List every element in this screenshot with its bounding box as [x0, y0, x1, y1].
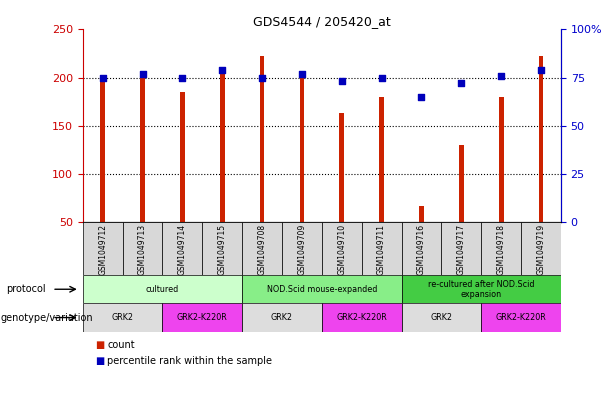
Text: GRK2: GRK2: [112, 313, 134, 322]
Bar: [282, 222, 322, 275]
Text: GSM1049708: GSM1049708: [257, 224, 267, 275]
Text: GSM1049715: GSM1049715: [218, 224, 227, 275]
Bar: [140, 77, 145, 222]
Text: count: count: [107, 340, 135, 351]
Text: GRK2: GRK2: [271, 313, 293, 322]
Bar: [459, 145, 463, 222]
Text: ■: ■: [95, 356, 104, 366]
Text: percentile rank within the sample: percentile rank within the sample: [107, 356, 272, 366]
Bar: [402, 222, 441, 275]
Point: [536, 67, 546, 73]
Text: NOD.Scid mouse-expanded: NOD.Scid mouse-expanded: [267, 285, 377, 294]
Bar: [481, 303, 561, 332]
Point: [297, 71, 307, 77]
Text: GSM1049718: GSM1049718: [497, 224, 506, 275]
Text: cultured: cultured: [146, 285, 179, 294]
Bar: [340, 113, 344, 222]
Text: ■: ■: [95, 340, 104, 351]
Bar: [83, 303, 162, 332]
Point: [497, 73, 506, 79]
Bar: [402, 275, 561, 303]
Bar: [362, 222, 402, 275]
Text: GRK2: GRK2: [430, 313, 452, 322]
Bar: [441, 222, 481, 275]
Text: protocol: protocol: [6, 284, 46, 294]
Point: [417, 94, 427, 100]
Text: GSM1049711: GSM1049711: [377, 224, 386, 275]
Bar: [180, 92, 185, 222]
Bar: [300, 77, 304, 222]
Text: GRK2-K220R: GRK2-K220R: [496, 313, 546, 322]
Text: re-cultured after NOD.Scid
expansion: re-cultured after NOD.Scid expansion: [428, 279, 535, 299]
Bar: [379, 97, 384, 222]
Text: GSM1049716: GSM1049716: [417, 224, 426, 275]
Text: GSM1049709: GSM1049709: [297, 224, 306, 275]
Text: GSM1049719: GSM1049719: [536, 224, 546, 275]
Point: [376, 74, 386, 81]
Point: [257, 74, 267, 81]
Bar: [220, 71, 224, 222]
Bar: [402, 303, 481, 332]
Text: GSM1049714: GSM1049714: [178, 224, 187, 275]
Bar: [419, 206, 424, 222]
Bar: [242, 303, 322, 332]
Bar: [242, 275, 402, 303]
Text: GRK2-K220R: GRK2-K220R: [177, 313, 227, 322]
Point: [337, 78, 347, 84]
Bar: [539, 57, 543, 222]
Text: GSM1049712: GSM1049712: [98, 224, 107, 275]
Bar: [242, 222, 282, 275]
Bar: [322, 222, 362, 275]
Bar: [322, 303, 402, 332]
Text: GSM1049713: GSM1049713: [138, 224, 147, 275]
Bar: [83, 275, 242, 303]
Bar: [83, 222, 123, 275]
Bar: [202, 222, 242, 275]
Text: genotype/variation: genotype/variation: [1, 312, 93, 323]
Text: GRK2-K220R: GRK2-K220R: [337, 313, 387, 322]
Bar: [521, 222, 561, 275]
Title: GDS4544 / 205420_at: GDS4544 / 205420_at: [253, 15, 390, 28]
Point: [178, 74, 188, 81]
Point: [98, 74, 108, 81]
Bar: [499, 97, 503, 222]
Bar: [162, 222, 202, 275]
Point: [137, 71, 148, 77]
Point: [218, 67, 227, 73]
Text: GSM1049710: GSM1049710: [337, 224, 346, 275]
Point: [456, 80, 466, 86]
Text: GSM1049717: GSM1049717: [457, 224, 466, 275]
Bar: [123, 222, 162, 275]
Bar: [260, 57, 264, 222]
Bar: [162, 303, 242, 332]
Bar: [101, 81, 105, 222]
Bar: [481, 222, 521, 275]
